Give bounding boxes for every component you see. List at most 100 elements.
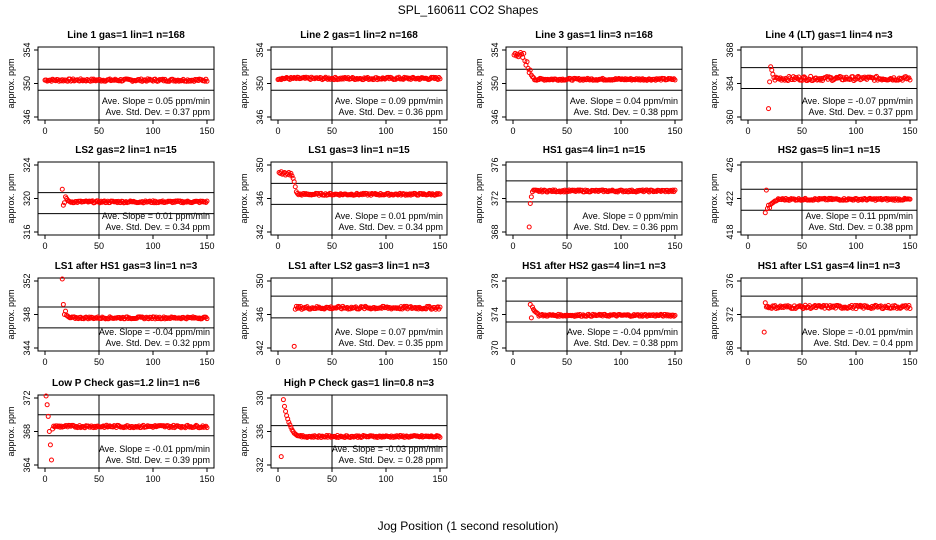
panel-12: HS1 after LS1 gas=4 lin=1 n=3 approx. ppm… [709, 261, 918, 367]
y-tick-label: 320 [22, 191, 32, 206]
panel-10: LS1 after LS2 gas=3 lin=1 n=3 approx. ppm… [239, 261, 448, 367]
x-tick-label: 0 [275, 357, 280, 367]
x-tick-label: 150 [199, 126, 214, 136]
data-point [612, 77, 618, 83]
x-tick-label: 100 [613, 126, 628, 136]
data-point [529, 304, 535, 310]
data-point [778, 197, 784, 203]
std-annotation: Ave. Std. Dev. = 0.39 ppm [106, 455, 210, 465]
data-point [427, 191, 433, 197]
y-tick-label: 346 [255, 191, 265, 206]
data-point [907, 196, 913, 202]
x-tick-label: 0 [42, 474, 47, 484]
x-tick-label: 50 [94, 474, 104, 484]
panel-14: High P Check gas=1 lin=0.8 n=3 approx. pp… [239, 378, 448, 484]
data-point [402, 192, 408, 198]
y-tick-label: 346 [255, 307, 265, 322]
data-point [762, 210, 768, 216]
y-tick-label: 368 [725, 340, 735, 355]
panel-title: Line 1 gas=1 lin=1 n=168 [67, 30, 185, 41]
y-tick-label: 348 [22, 307, 32, 322]
data-point [393, 434, 399, 440]
std-annotation: Ave. Std. Dev. = 0.34 ppm [106, 222, 210, 232]
x-tick-label: 150 [199, 357, 214, 367]
x-tick-label: 50 [327, 474, 337, 484]
panel-title: HS1 after HS2 gas=4 lin=1 n=3 [522, 261, 666, 272]
y-tick-label: 372 [725, 307, 735, 322]
y-axis-label: approx. ppm [474, 289, 484, 339]
panel-title: LS1 after HS1 gas=3 lin=1 n=3 [55, 261, 198, 272]
data-point [288, 170, 294, 176]
y-tick-label: 364 [725, 76, 735, 91]
std-annotation: Ave. Std. Dev. = 0.38 ppm [809, 222, 913, 232]
panel-8: HS2 gas=5 lin=1 n=15 approx. ppm 0 50 100 150… [709, 145, 918, 251]
y-tick-label: 346 [22, 109, 32, 124]
data-point [436, 433, 442, 439]
slope-annotation: Ave. Slope = 0.01 ppm/min [102, 211, 210, 221]
y-tick-label: 350 [22, 76, 32, 91]
y-tick-label: 378 [490, 273, 500, 288]
y-axis-label: approx. ppm [239, 289, 249, 339]
data-point [526, 224, 532, 230]
data-point [781, 76, 787, 82]
y-axis-label: approx. ppm [474, 58, 484, 108]
data-point [528, 194, 534, 200]
data-point [763, 187, 769, 193]
x-tick-label: 50 [327, 126, 337, 136]
y-tick-label: 372 [490, 191, 500, 206]
data-point [45, 413, 51, 419]
slope-annotation: Ave. Slope = 0.01 ppm/min [335, 211, 443, 221]
y-tick-label: 330 [255, 390, 265, 405]
data-point [59, 276, 65, 282]
data-point [114, 200, 120, 206]
slope-annotation: Ave. Slope = -0.04 ppm/min [567, 327, 678, 337]
std-annotation: Ave. Std. Dev. = 0.36 ppm [574, 222, 678, 232]
x-tick-label: 100 [378, 357, 393, 367]
y-tick-label: 360 [725, 109, 735, 124]
data-point [437, 76, 443, 82]
data-point [172, 77, 178, 83]
x-tick-label: 150 [199, 474, 214, 484]
x-tick-label: 150 [902, 241, 917, 251]
data-point [86, 314, 92, 320]
slope-annotation: Ave. Slope = -0.07 ppm/min [802, 96, 913, 106]
y-tick-label: 354 [490, 42, 500, 57]
data-point [46, 429, 52, 434]
std-annotation: Ave. Std. Dev. = 0.28 ppm [339, 455, 443, 465]
x-tick-label: 50 [562, 241, 572, 251]
data-point [283, 408, 289, 414]
std-annotation: Ave. Std. Dev. = 0.4 ppm [814, 338, 913, 348]
x-tick-label: 150 [902, 357, 917, 367]
x-tick-label: 150 [667, 357, 682, 367]
x-tick-label: 150 [199, 241, 214, 251]
std-annotation: Ave. Std. Dev. = 0.38 ppm [574, 107, 678, 117]
data-point [288, 424, 294, 430]
y-tick-label: 346 [255, 109, 265, 124]
slope-annotation: Ave. Slope = 0.07 ppm/min [335, 327, 443, 337]
figure-title: SPL_160611 CO2 Shapes [397, 3, 539, 17]
data-point [60, 301, 66, 307]
data-point [766, 106, 772, 112]
y-tick-label: 350 [490, 76, 500, 91]
data-point [907, 77, 913, 83]
std-annotation: Ave. Std. Dev. = 0.35 ppm [339, 338, 443, 348]
x-tick-label: 50 [562, 357, 572, 367]
y-tick-label: 342 [255, 340, 265, 355]
data-point [204, 425, 210, 431]
slope-annotation: Ave. Slope = -0.04 ppm/min [99, 327, 210, 337]
y-tick-label: 426 [725, 157, 735, 172]
slope-annotation: Ave. Slope = 0 ppm/min [582, 211, 678, 221]
data-point [202, 424, 208, 430]
x-tick-label: 50 [327, 357, 337, 367]
std-annotation: Ave. Std. Dev. = 0.38 ppm [574, 338, 678, 348]
data-point [432, 76, 438, 82]
y-tick-label: 350 [255, 76, 265, 91]
y-axis-label: approx. ppm [239, 58, 249, 108]
data-point [817, 303, 823, 309]
data-point [98, 198, 104, 204]
panel-3: Line 3 gas=1 lin=3 n=168 approx. ppm 0 50 10… [474, 30, 683, 136]
data-point [800, 306, 806, 312]
x-tick-label: 150 [902, 126, 917, 136]
data-point [204, 198, 210, 204]
panel-title: Line 3 gas=1 lin=3 n=168 [535, 30, 653, 41]
